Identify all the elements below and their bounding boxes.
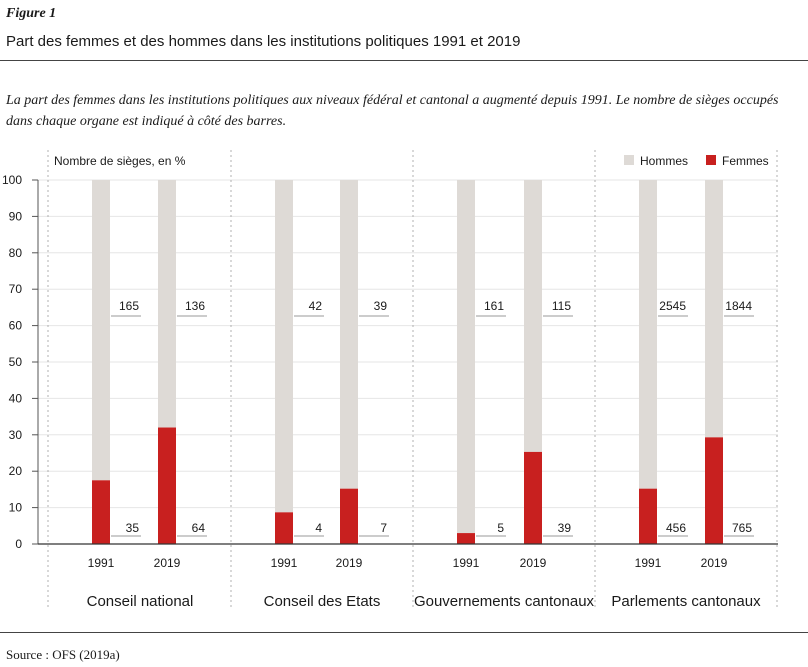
bars [92, 180, 723, 544]
hommes-seat-label: 39 [374, 299, 388, 313]
legend-swatch-femmes [706, 155, 716, 165]
gridlines [38, 150, 778, 608]
legend-label-femmes: Femmes [722, 154, 769, 168]
bar-femmes [340, 488, 358, 544]
femmes-seat-label: 4 [315, 521, 322, 535]
femmes-seat-label: 456 [666, 521, 686, 535]
figure-title: Part des femmes et des hommes dans les i… [6, 33, 521, 50]
legend: Hommes Femmes [624, 154, 769, 168]
femmes-seat-label: 64 [192, 521, 206, 535]
hommes-seat-label: 161 [484, 299, 504, 313]
bar-hommes [639, 180, 657, 489]
bar-hommes [524, 180, 542, 452]
y-tick-label: 60 [9, 319, 23, 333]
seat-labels: 165 35 136 64 42 4 39 7 161 5 115 39 2545 456 1844 765 [111, 299, 754, 537]
x-year-label: 1991 [271, 556, 298, 570]
bottom-rule [0, 632, 808, 633]
x-axis: 1991 2019 1991 2019 1991 2019 1991 2019 Conseil … [38, 543, 778, 610]
x-group-label: Gouvernements cantonaux [414, 593, 595, 610]
y-tick-label: 30 [9, 428, 23, 442]
x-group-label: Conseil des Etats [264, 593, 381, 610]
y-tick-label: 50 [9, 355, 23, 369]
y-axis: 0 10 20 30 40 50 60 70 80 90 100 [2, 173, 39, 551]
bar-femmes [92, 480, 110, 544]
x-year-label: 2019 [701, 556, 728, 570]
bar-femmes [158, 427, 176, 544]
y-axis-label: Nombre de sièges, en % [54, 154, 186, 168]
y-tick-label: 20 [9, 464, 23, 478]
hommes-seat-label: 165 [119, 299, 139, 313]
hommes-seat-label: 2545 [659, 299, 686, 313]
hommes-seat-label: 136 [185, 299, 205, 313]
hommes-seat-label: 1844 [725, 299, 752, 313]
bar-femmes [705, 437, 723, 544]
y-tick-label: 90 [9, 209, 23, 223]
femmes-seat-label: 5 [497, 521, 504, 535]
legend-swatch-hommes [624, 155, 634, 165]
x-group-label: Parlements cantonaux [611, 593, 761, 610]
bar-hommes [457, 180, 475, 534]
x-group-label: Conseil national [87, 593, 194, 610]
femmes-seat-label: 765 [732, 521, 752, 535]
bar-femmes [524, 451, 542, 544]
femmes-seat-label: 7 [380, 521, 387, 535]
y-tick-label: 0 [15, 537, 22, 551]
hommes-seat-label: 42 [309, 299, 323, 313]
x-year-label: 1991 [635, 556, 662, 570]
bar-hommes [705, 180, 723, 438]
x-year-label: 2019 [336, 556, 363, 570]
y-tick-label: 40 [9, 391, 23, 405]
bar-femmes [275, 512, 293, 544]
y-tick-label: 80 [9, 246, 23, 260]
bar-hommes [158, 180, 176, 428]
hommes-seat-label: 115 [552, 299, 571, 313]
y-tick-label: 10 [9, 501, 23, 515]
legend-label-hommes: Hommes [640, 154, 688, 168]
bar-hommes [92, 180, 110, 481]
femmes-seat-label: 35 [126, 521, 140, 535]
bar-hommes [340, 180, 358, 489]
figure-description: La part des femmes dans les institutions… [6, 93, 779, 129]
x-year-label: 2019 [520, 556, 547, 570]
bar-femmes [639, 488, 657, 544]
figure-label: Figure 1 [6, 6, 57, 21]
y-tick-label: 100 [2, 173, 22, 187]
bar-femmes [457, 533, 475, 544]
x-year-label: 2019 [154, 556, 181, 570]
figure-source: Source : OFS (2019a) [6, 647, 120, 662]
femmes-seat-label: 39 [558, 521, 572, 535]
x-year-label: 1991 [88, 556, 115, 570]
x-year-label: 1991 [453, 556, 480, 570]
top-rule [0, 60, 808, 61]
y-tick-label: 70 [9, 282, 23, 296]
bar-hommes [275, 180, 293, 513]
